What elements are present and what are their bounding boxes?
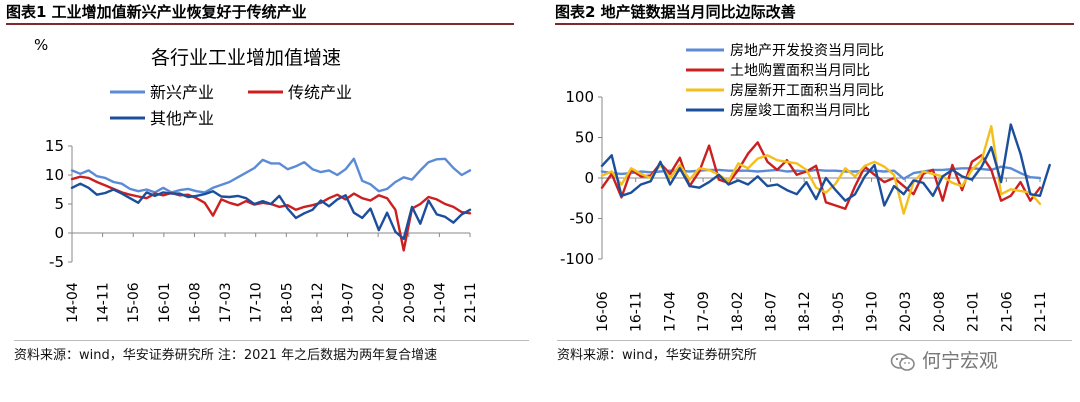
- c1-x-tick-label: 20-02: [371, 282, 387, 323]
- c2-x-tick-label: 20-03: [898, 291, 914, 332]
- watermark-text: 何宁宏观: [922, 350, 999, 372]
- c1-x-tick-label: 16-08: [187, 282, 203, 323]
- c2-x-tick-label: 18-12: [797, 291, 813, 332]
- c2-y-tick-label: 100: [565, 88, 594, 106]
- c1-y-tick-label: -5: [49, 253, 64, 271]
- c1-series-line-1: [70, 157, 472, 194]
- c1-x-tick-label: 21-11: [463, 282, 479, 323]
- c2-x-tick-label: 18-07: [763, 291, 779, 332]
- c2-x-tick-label: 21-06: [999, 291, 1015, 332]
- panel1-source-note: 资料来源：wind，华安证券研究所 注：2021 年之后数据为两年复合增速: [14, 348, 438, 363]
- c2-legend-label-4: 房屋竣工面积当月同比: [730, 103, 870, 119]
- panel2-source-note: 资料来源：wind，华安证券研究所: [557, 348, 757, 363]
- c1-y-tick-label: 10: [45, 166, 64, 184]
- wechat-icon: [890, 352, 915, 371]
- c2-legend-label-1: 房地产开发投资当月同比: [730, 43, 884, 59]
- c1-series-line-3: [70, 182, 472, 241]
- c2-x-tick-label: 16-11: [629, 291, 645, 332]
- c1-x-tick-label: 15-06: [126, 282, 142, 323]
- c2-y-tick-label: -50: [570, 210, 595, 228]
- c1-ylabel: %: [34, 36, 48, 54]
- c2-y-tick-label: 0: [584, 169, 594, 187]
- source-divider-1: [14, 340, 529, 341]
- c1-y-tick-label: 0: [54, 224, 64, 242]
- c1-x-tick-label: 20-09: [402, 282, 418, 323]
- c1-y-tick-label: 5: [54, 195, 64, 213]
- c1-x-tick-label: 17-10: [249, 282, 265, 323]
- c1-title: 各行业工业增加值增速: [151, 47, 341, 69]
- c1-x-tick-label: 18-12: [310, 282, 326, 323]
- watermark: 何宁宏观: [890, 346, 998, 373]
- c2-x-tick-label: 20-08: [932, 291, 948, 332]
- c1-x-tick-label: 19-07: [341, 282, 357, 323]
- c1-x-tick-label: 16-01: [157, 282, 173, 323]
- c1-x-tick-label: 18-05: [279, 282, 295, 323]
- c1-legend-label-3: 其他产业: [150, 109, 214, 128]
- c1-x-tick-label: 21-04: [432, 282, 448, 323]
- chart-industrial-growth: 15 10 5 0 -514-04 14-11 15-06 16-01 16-08 17-03 17…: [34, 36, 479, 323]
- c1-legend-label-2: 传统产业: [288, 83, 352, 102]
- c1-x-tick-label: 14-11: [96, 282, 112, 323]
- c2-x-tick-label: 16-06: [595, 291, 611, 332]
- panel1-title: 图表1 工业增加值新兴产业恢复好于传统产业: [6, 0, 514, 25]
- c1-legend-label-1: 新兴产业: [150, 83, 214, 102]
- c1-y-tick-label: 15: [45, 137, 64, 155]
- c2-y-tick-label: -100: [560, 250, 594, 268]
- c2-x-tick-label: 19-05: [831, 291, 847, 332]
- c2-x-tick-label: 18-02: [730, 291, 746, 332]
- c2-legend-label-2: 土地购置面积当月同比: [730, 63, 870, 79]
- c2-x-tick-label: 21-11: [1033, 291, 1049, 332]
- c1-x-tick-label: 17-03: [218, 282, 234, 323]
- c2-legend-label-3: 房屋新开工面积当月同比: [730, 83, 884, 99]
- chart-real-estate-chain: 100 50 0 -50 -100 16-06 16-11 17-04 17-09 18-02 18…: [560, 43, 1051, 332]
- panel2-title: 图表2 地产链数据当月同比边际改善: [555, 0, 1074, 25]
- c2-x-tick-label: 21-01: [966, 291, 982, 332]
- c2-x-tick-label: 17-04: [662, 291, 678, 332]
- c1-x-tick-label: 14-04: [65, 282, 81, 323]
- c2-x-tick-label: 17-09: [696, 291, 712, 332]
- c2-y-tick-label: 50: [575, 129, 594, 147]
- c2-series-line-4: [600, 123, 1051, 207]
- c2-x-tick-label: 19-10: [865, 291, 881, 332]
- source-divider-2: [557, 340, 1072, 341]
